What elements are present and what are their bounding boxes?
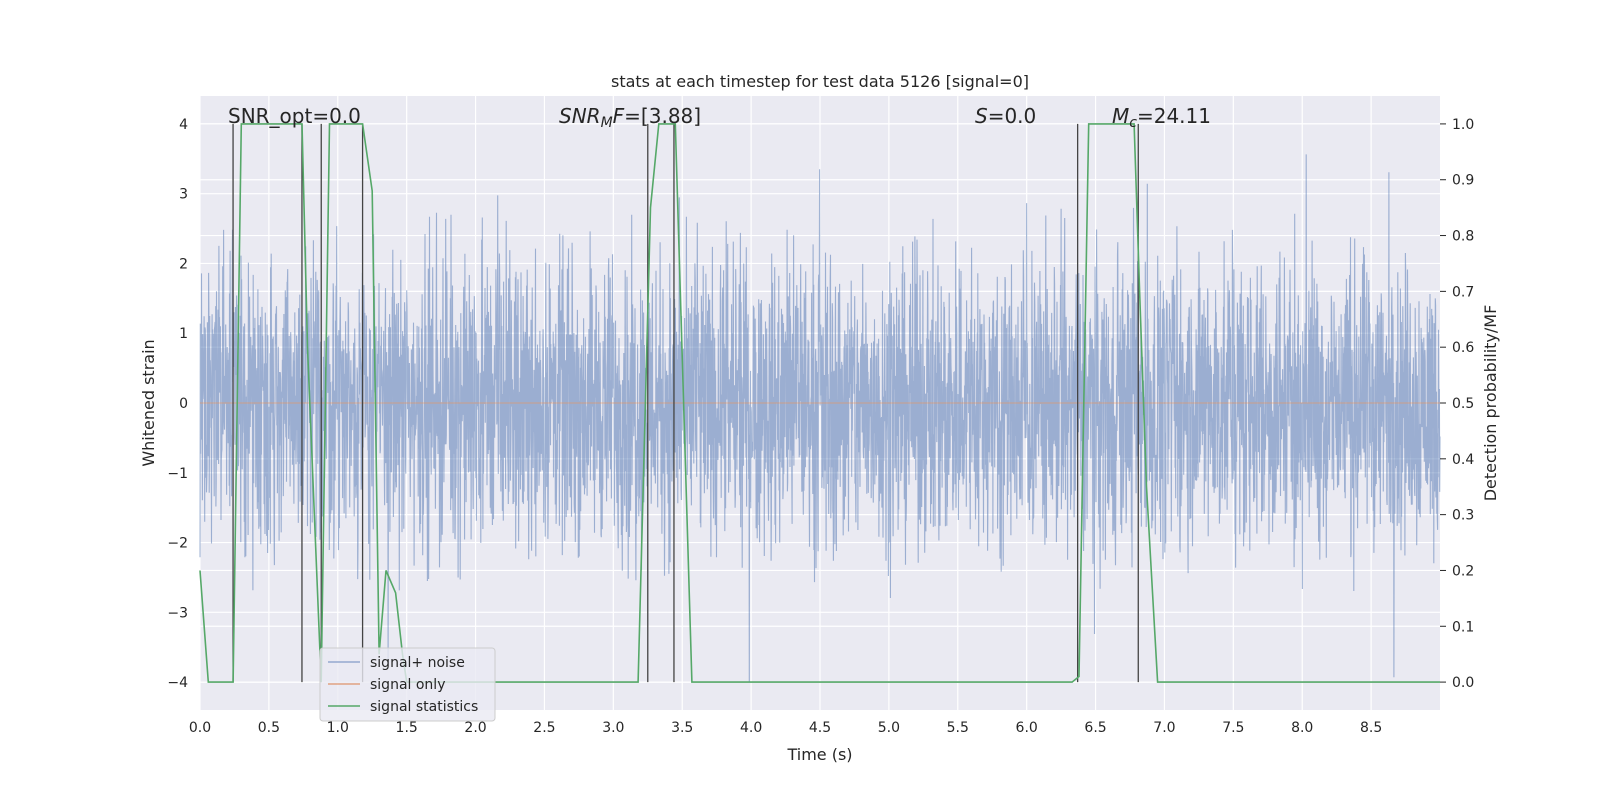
x-tick-label: 6.0 (1016, 720, 1038, 736)
x-tick-label: 0.5 (258, 720, 280, 736)
chart-title: stats at each timestep for test data 512… (611, 72, 1029, 91)
mc-value: =24.11 (1137, 104, 1211, 128)
y-left-tick-label: −1 (167, 466, 188, 482)
x-tick-label: 6.5 (1084, 720, 1106, 736)
mc-italic: M (1112, 104, 1129, 128)
annotation-snr-mf: SNRMF=[3.88] (559, 104, 701, 131)
snr-mf-sub: M (601, 115, 613, 131)
annotation-s: S=0.0 (975, 104, 1036, 128)
x-tick-label: 1.5 (396, 720, 418, 736)
detection-markers (232, 123, 1139, 683)
y-left-tick-label: 2 (179, 256, 188, 272)
legend-box (319, 647, 496, 722)
y-right-tick-label: 0.3 (1452, 508, 1474, 524)
x-tick-label: 8.0 (1291, 720, 1313, 736)
y-left-tick-label: 0 (179, 396, 188, 412)
y-right-tick-label: 0.2 (1452, 563, 1474, 579)
x-tick-label: 5.5 (947, 720, 969, 736)
y-axis-left-label: Whitened strain (139, 339, 158, 466)
annotation-snr-opt: SNR_opt=0.0 (228, 104, 361, 128)
legend-label-signal-only: signal only (370, 677, 445, 693)
legend-label-signal-noise: signal+ noise (370, 655, 465, 671)
legend: signal+ noise signal only signal statist… (319, 647, 496, 722)
y-right-tick-label: 0.5 (1452, 396, 1474, 412)
x-tick-label: 4.0 (740, 720, 762, 736)
x-axis-label: Time (s) (786, 745, 852, 764)
y-right-tick-label: 0.8 (1452, 229, 1474, 245)
s-value: =0.0 (988, 104, 1037, 128)
y-right-tick-label: 0.1 (1452, 619, 1474, 635)
x-axis-ticks: 0.0 0.5 1.0 1.5 2.0 2.5 3.0 3.5 4.0 4.5 5.0 5.5 6.0 6… (189, 720, 1382, 736)
snr-mf-italic: F (613, 104, 625, 128)
y-left-tick-label: −2 (167, 536, 188, 552)
x-tick-label: 2.5 (533, 720, 555, 736)
y-right-tick-label: 0.0 (1452, 675, 1474, 691)
y-left-tick-label: 3 (179, 187, 188, 203)
x-tick-label: 0.0 (189, 720, 211, 736)
legend-label-signal-statistics: signal statistics (370, 699, 478, 715)
mc-sub: c (1129, 115, 1137, 131)
x-tick-label: 8.5 (1360, 720, 1382, 736)
annotation-mc: Mc=24.11 (1112, 104, 1211, 131)
y-right-tick-label: 0.6 (1452, 340, 1474, 356)
y-axis-right-ticks: 1.0 0.9 0.8 0.7 0.6 0.5 0.4 0.3 0.2 0.1 0.0 (1440, 117, 1474, 691)
snr-mf-value: =[3.88] (624, 104, 701, 128)
y-right-tick-label: 0.7 (1452, 284, 1474, 300)
y-left-tick-label: 4 (179, 117, 188, 133)
y-left-tick-label: −3 (167, 605, 188, 621)
signal-noise-line (199, 154, 1441, 683)
x-tick-label: 1.0 (327, 720, 349, 736)
y-left-tick-label: 1 (179, 326, 188, 342)
x-tick-label: 2.0 (464, 720, 486, 736)
y-left-tick-label: −4 (167, 675, 188, 691)
x-tick-label: 3.0 (602, 720, 624, 736)
y-axis-left-ticks: 4 3 2 1 0 −1 −2 −3 −4 (167, 117, 188, 691)
snr-mf-base: SNR (559, 104, 601, 128)
x-tick-label: 5.0 (878, 720, 900, 736)
x-tick-label: 7.5 (1222, 720, 1244, 736)
y-axis-right-label: Detection probability/MF (1481, 305, 1500, 502)
s-italic: S (975, 104, 988, 128)
x-tick-label: 4.5 (809, 720, 831, 736)
y-right-tick-label: 1.0 (1452, 117, 1474, 133)
x-tick-label: 7.0 (1153, 720, 1175, 736)
signal-noise-series (199, 154, 1441, 683)
x-tick-label: 3.5 (671, 720, 693, 736)
y-right-tick-label: 0.9 (1452, 173, 1474, 189)
y-right-tick-label: 0.4 (1452, 452, 1474, 468)
